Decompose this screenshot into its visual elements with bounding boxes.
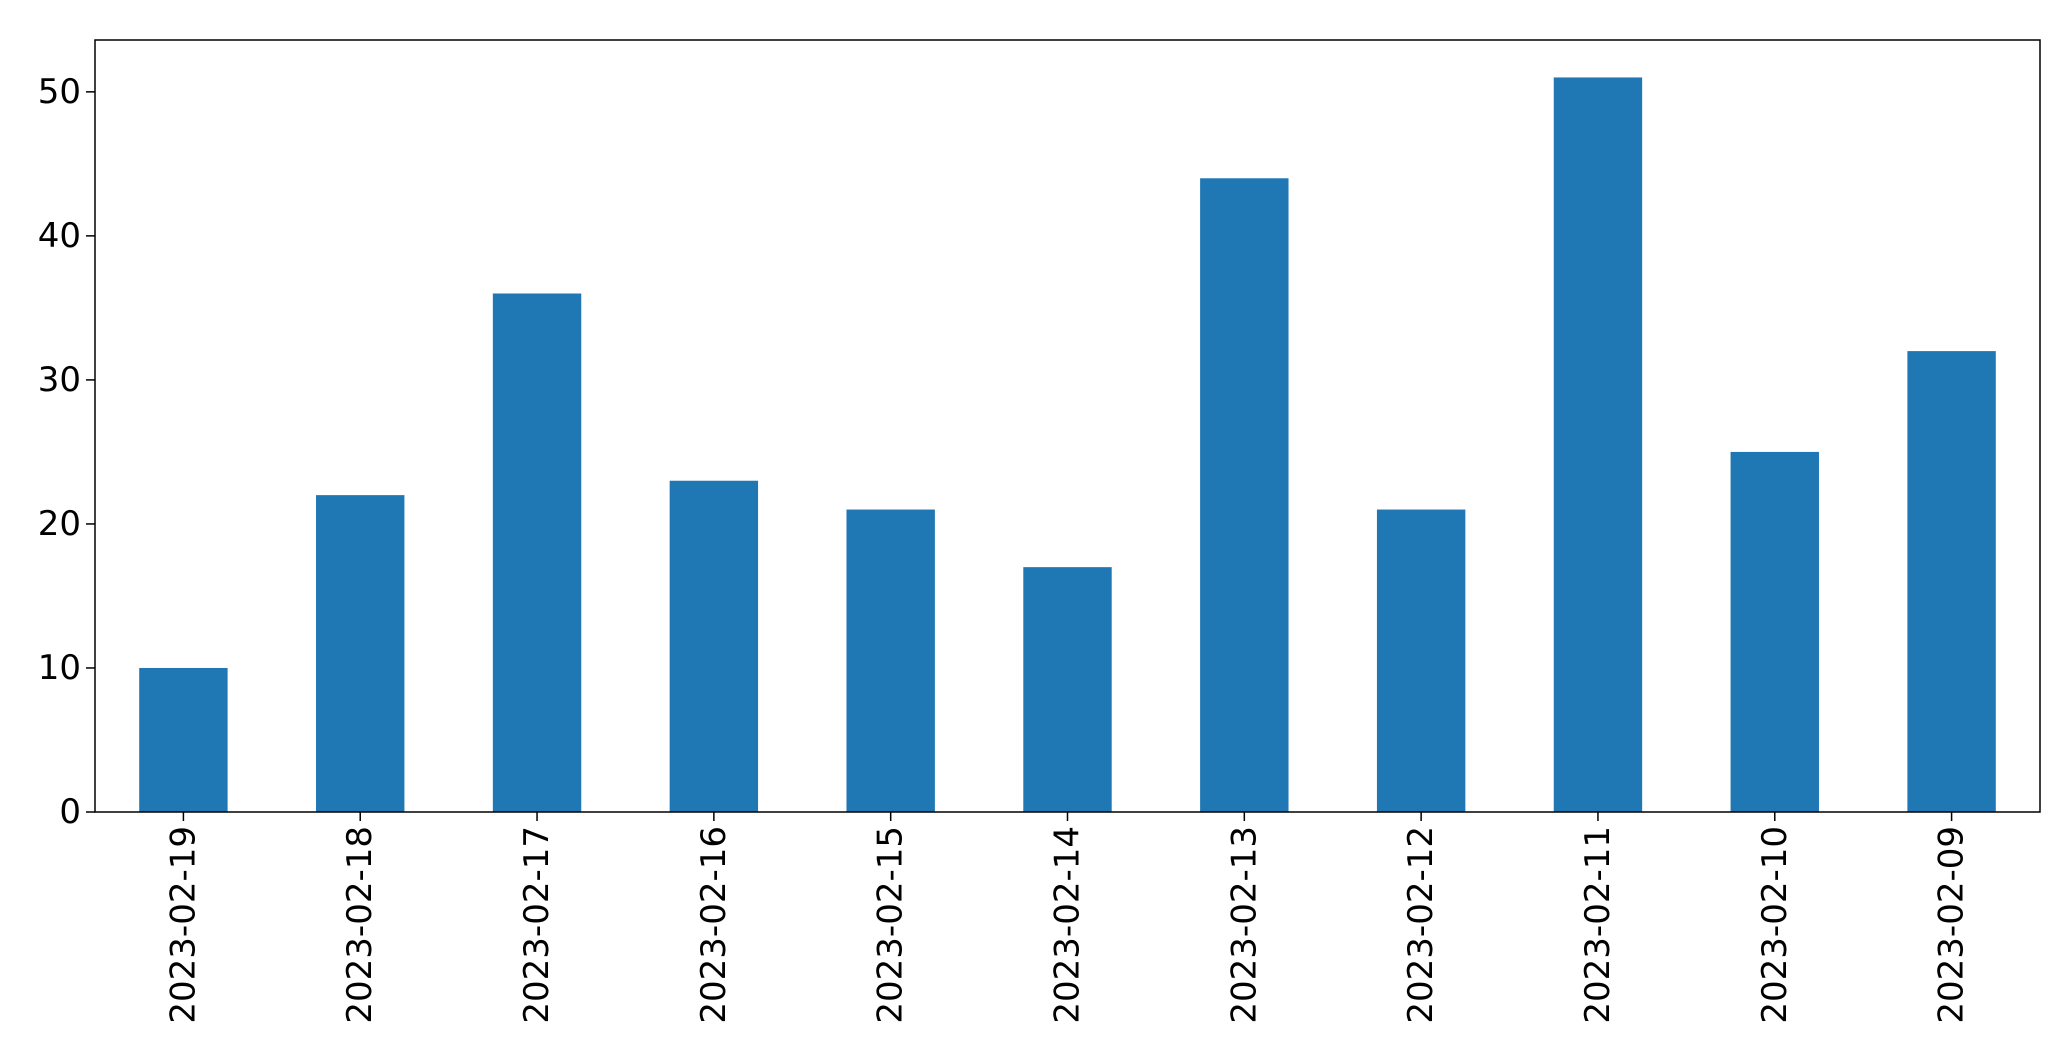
x-tick-label: 2023-02-09 (1932, 826, 1972, 1024)
x-tick-label: 2023-02-14 (1048, 826, 1088, 1024)
y-axis: 0 10 20 30 40 50 (38, 72, 95, 832)
bar-2023-02-16 (669, 480, 759, 812)
bar-2023-02-19 (139, 667, 228, 812)
x-tick-label: 2023-02-15 (871, 826, 911, 1024)
bar-2023-02-15 (846, 509, 935, 812)
y-tick-label: 0 (59, 792, 81, 832)
y-tick-label: 20 (38, 504, 81, 544)
bar-2023-02-12 (1376, 509, 1466, 812)
x-tick-label: 2023-02-10 (1755, 826, 1795, 1024)
bar-2023-02-14 (1023, 567, 1112, 812)
bar-2023-02-17 (492, 293, 582, 812)
bar-2023-02-11 (1553, 77, 1643, 813)
bar-2023-02-18 (316, 495, 405, 812)
y-tick-label: 40 (38, 216, 81, 256)
x-tick-label: 2023-02-19 (163, 826, 203, 1024)
bar-2023-02-13 (1200, 178, 1289, 812)
bar-2023-02-09 (1907, 351, 1996, 812)
x-tick-label: 2023-02-16 (694, 826, 734, 1024)
x-tick-label: 2023-02-17 (517, 826, 557, 1024)
x-tick-label: 2023-02-11 (1578, 826, 1618, 1024)
y-tick-label: 10 (38, 648, 81, 688)
x-axis: 2023-02-19 2023-02-18 2023-02-17 2023-02-16… (163, 812, 1972, 1024)
x-tick-label: 2023-02-18 (340, 826, 380, 1024)
y-tick-label: 30 (38, 360, 81, 400)
x-tick-label: 2023-02-13 (1224, 826, 1264, 1024)
bar-2023-02-10 (1730, 451, 1819, 812)
y-tick-label: 50 (38, 72, 81, 112)
bars-group (139, 77, 1996, 813)
plot-frame (94, 39, 2041, 813)
x-tick-label: 2023-02-12 (1401, 826, 1441, 1024)
